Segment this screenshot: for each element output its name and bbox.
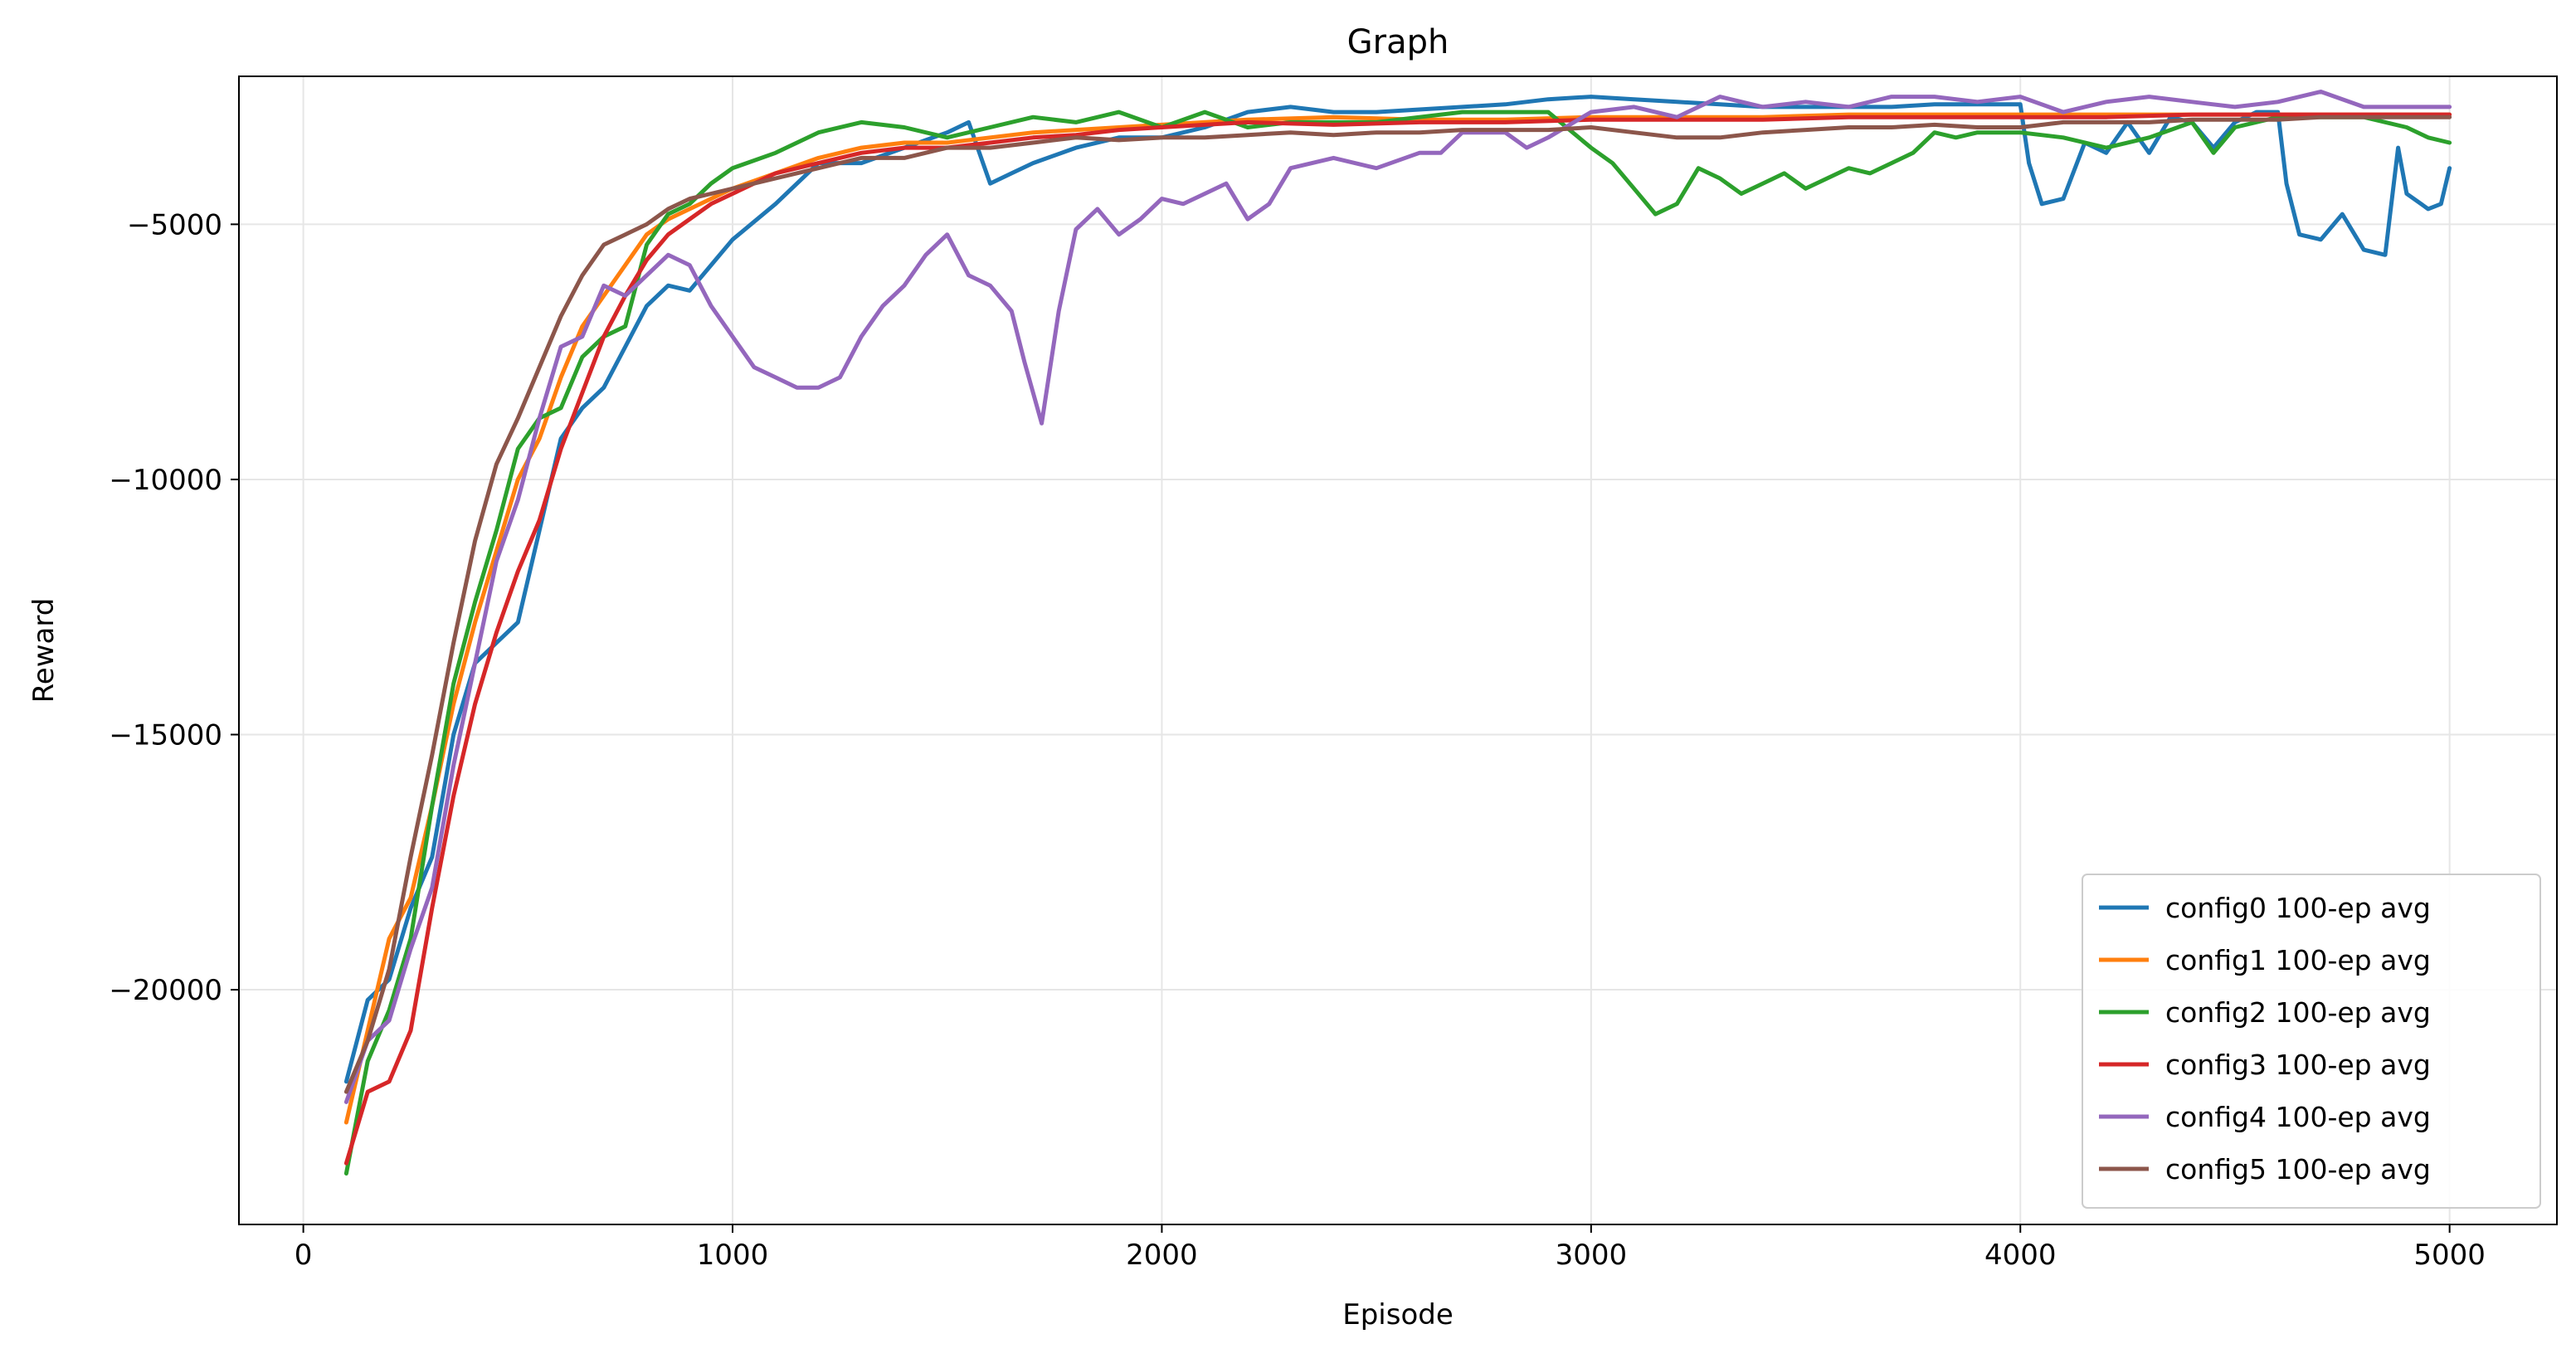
y-tick-label: −20000: [109, 974, 222, 1007]
legend-entry: config2 100-ep avg: [2165, 996, 2431, 1029]
y-axis-ticks: −20000 −15000 −10000 −5000: [109, 208, 239, 1007]
grid: [239, 76, 2557, 1224]
x-tick-label: 0: [295, 1239, 313, 1272]
series-line-config1: [343, 112, 2452, 1125]
legend-entry: config0 100-ep avg: [2165, 892, 2431, 924]
legend-entry: config4 100-ep avg: [2165, 1101, 2431, 1133]
series-line-config4: [343, 90, 2452, 1104]
chart-title: Graph: [1347, 23, 1449, 61]
y-tick-label: −15000: [109, 718, 222, 752]
y-tick-label: −5000: [127, 208, 222, 241]
series-line-config2: [343, 110, 2452, 1176]
legend-entry: config1 100-ep avg: [2165, 944, 2431, 976]
x-tick-label: 2000: [1126, 1239, 1198, 1272]
series-line-config5: [343, 114, 2452, 1094]
legend-entry: config3 100-ep avg: [2165, 1049, 2431, 1081]
y-axis-label: Reward: [27, 598, 61, 703]
x-tick-label: 5000: [2413, 1239, 2486, 1272]
y-tick-label: −10000: [109, 464, 222, 497]
series-lines: [343, 90, 2452, 1176]
legend-box: [2082, 874, 2541, 1209]
axes-frame: [238, 75, 2558, 1225]
x-axis-label: Episode: [1342, 1298, 1454, 1331]
legend: config0 100-ep avg config1 100-ep avg conf…: [2082, 874, 2541, 1209]
x-tick-label: 3000: [1556, 1239, 1628, 1272]
legend-entry: config5 100-ep avg: [2165, 1153, 2431, 1185]
x-axis-ticks: 0 1000 2000 3000 4000 5000: [295, 1224, 2486, 1272]
x-tick-label: 1000: [697, 1239, 769, 1272]
series-line-config3: [343, 112, 2452, 1166]
x-tick-label: 4000: [1984, 1239, 2057, 1272]
